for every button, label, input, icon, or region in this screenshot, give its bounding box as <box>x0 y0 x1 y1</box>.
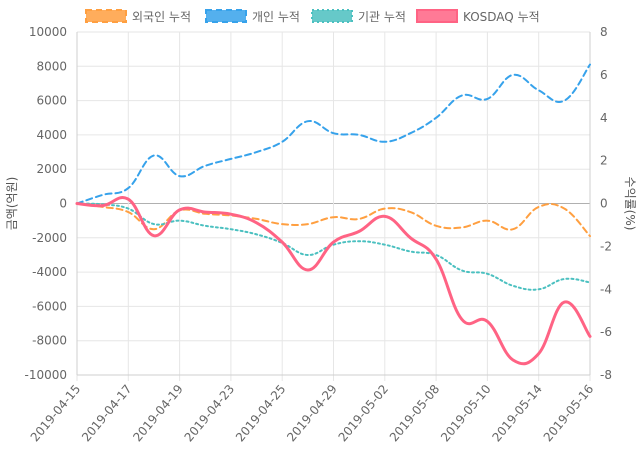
y-axis-title-left: 금액(억원) <box>5 177 19 231</box>
x-tick-label: 2019-04-25 <box>233 382 289 444</box>
y-tick-label-left: 6000 <box>36 94 67 108</box>
y-tick-label-right: -4 <box>600 282 612 296</box>
legend-swatch-2 <box>311 9 353 23</box>
y-tick-label-left: 8000 <box>36 59 67 73</box>
y-tick-label-right: 6 <box>600 68 608 82</box>
y-tick-label-left: -4000 <box>32 265 67 279</box>
legend-swatch-0 <box>85 9 127 23</box>
x-tick-label: 2019-04-15 <box>28 382 84 444</box>
y-tick-label-left: 4000 <box>36 128 67 142</box>
y-tick-label-right: 4 <box>600 111 608 125</box>
y-tick-label-left: 0 <box>59 197 67 211</box>
y-tick-label-left: -10000 <box>24 368 67 382</box>
x-tick-label: 2019-04-19 <box>130 382 186 444</box>
y-tick-label-right: 8 <box>600 25 608 39</box>
x-tick-label: 2019-05-02 <box>336 382 392 444</box>
series-line-3 <box>75 196 592 366</box>
legend-label-0: 외국인 누적 <box>132 10 191 24</box>
y-tick-label-right: -2 <box>600 239 612 253</box>
y-tick-label-right: -8 <box>600 368 612 382</box>
y-tick-label-left: -8000 <box>32 334 67 348</box>
legend-swatch-1 <box>205 9 247 23</box>
x-tick-label: 2019-05-10 <box>438 382 494 444</box>
x-tick-label: 2019-05-08 <box>387 382 443 444</box>
legend-label-1: 개인 누적 <box>252 10 300 24</box>
y-tick-label-left: 10000 <box>29 25 67 39</box>
y-tick-label-left: -6000 <box>32 299 67 313</box>
x-tick-label: 2019-05-14 <box>489 382 545 444</box>
y-tick-label-left: -2000 <box>32 231 67 245</box>
y-tick-label-left: 2000 <box>36 162 67 176</box>
x-tick-label: 2019-04-23 <box>182 382 238 444</box>
y-axis-title-right: 수익률(%) <box>623 177 637 231</box>
y-tick-label-right: -6 <box>600 325 612 339</box>
legend-label-3: KOSDAQ 누적 <box>463 10 540 24</box>
y-tick-label-right: 0 <box>600 197 608 211</box>
y-tick-label-right: 2 <box>600 154 608 168</box>
series-line-2 <box>76 202 591 291</box>
x-tick-label: 2019-05-16 <box>541 382 597 444</box>
x-tick-label: 2019-04-17 <box>79 382 135 444</box>
series-line-0 <box>76 202 591 238</box>
series-line-1 <box>76 63 591 205</box>
legend-label-2: 기관 누적 <box>358 10 406 24</box>
legend-swatch-3 <box>416 9 458 23</box>
x-tick-label: 2019-04-29 <box>284 382 340 444</box>
